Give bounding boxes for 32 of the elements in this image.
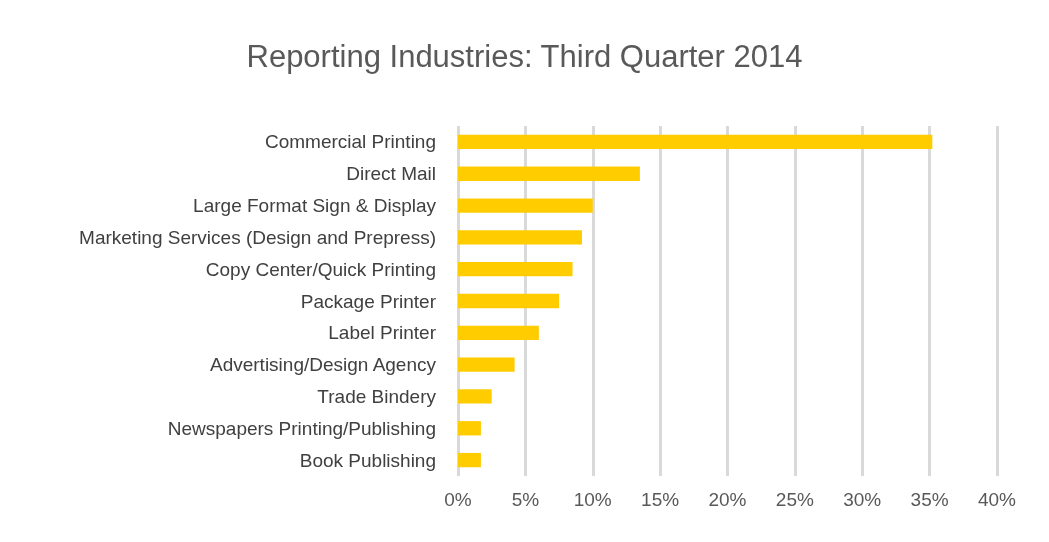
x-tick-label: 0%	[444, 489, 472, 510]
bar	[458, 421, 481, 436]
y-tick-label: Marketing Services (Design and Prepress)	[79, 226, 436, 248]
x-tick-label: 40%	[977, 489, 1017, 510]
y-tick-label: Copy Center/Quick Printing	[205, 258, 436, 280]
bar	[458, 262, 573, 277]
x-tick-label: 20%	[708, 489, 747, 510]
bar	[458, 166, 640, 181]
bar	[458, 198, 593, 213]
bar	[458, 389, 492, 404]
chart-title: Reporting Industries: Third Quarter 2014	[246, 39, 803, 74]
y-tick-label: Label Printer	[328, 322, 437, 344]
x-tick-label: 5%	[511, 489, 540, 510]
y-tick-label: Commercial Printing	[264, 131, 436, 153]
y-tick-label: Advertising/Design Agency	[209, 354, 437, 376]
bar	[458, 325, 539, 340]
y-tick-label: Direct Mail	[346, 163, 436, 185]
x-tick-label: 25%	[775, 489, 814, 510]
y-tick-label: Large Format Sign & Display	[193, 195, 437, 217]
y-tick-label: Newspapers Printing/Publishing	[167, 417, 436, 439]
x-tick-label: 35%	[910, 489, 949, 510]
bar	[458, 134, 933, 150]
y-tick-label: Book Publishing	[299, 449, 436, 471]
y-tick-label: Package Printer	[300, 290, 437, 312]
y-tick-label: Trade Bindery	[317, 385, 437, 407]
bar	[458, 452, 481, 468]
x-tick-label: 30%	[843, 489, 882, 510]
bar	[458, 230, 582, 245]
bar	[458, 293, 560, 309]
x-tick-label: 15%	[641, 489, 680, 510]
x-tick-label: 10%	[573, 489, 612, 510]
bar	[458, 357, 515, 372]
